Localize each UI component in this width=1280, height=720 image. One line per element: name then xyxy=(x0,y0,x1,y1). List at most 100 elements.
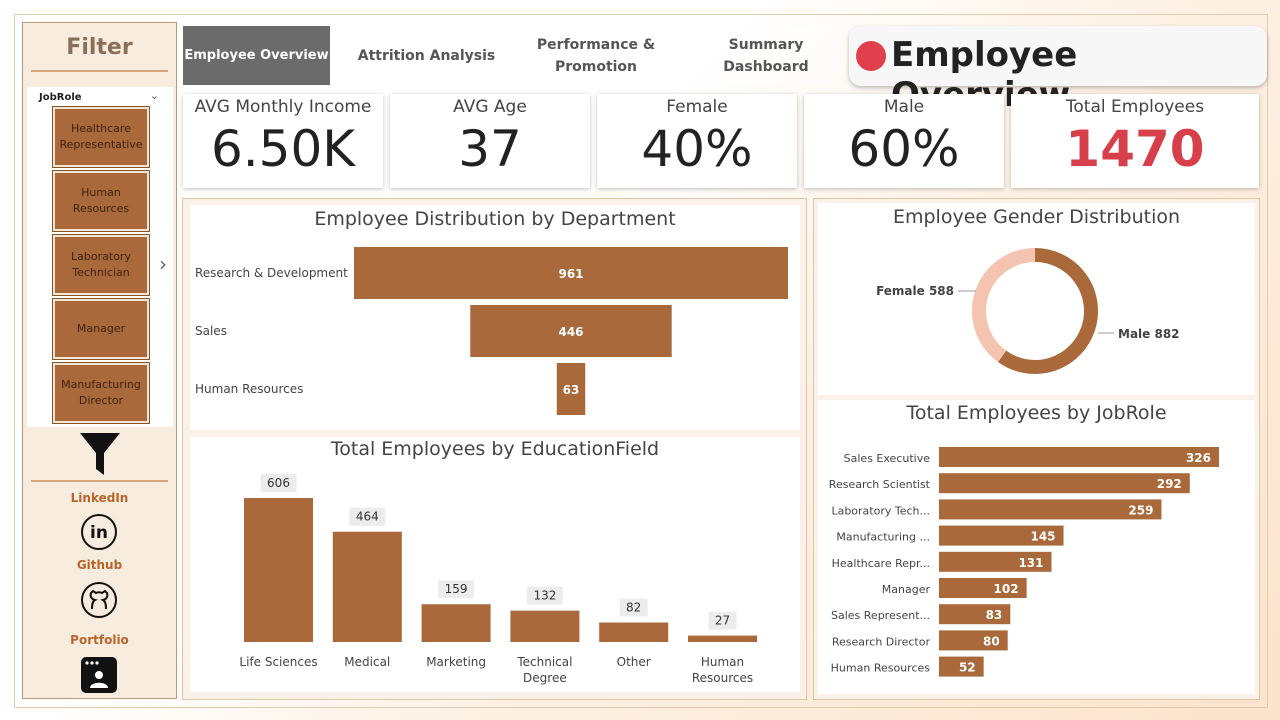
data-label: 27 xyxy=(715,614,730,628)
data-label: 132 xyxy=(533,589,556,603)
chart-title: Employee Gender Distribution xyxy=(892,206,1181,228)
linkedin-link[interactable]: LinkedIn xyxy=(70,491,129,505)
github-link[interactable]: Github xyxy=(76,558,123,572)
kpi-card-avg-monthly-income: AVG Monthly Income 6.50K xyxy=(183,94,383,188)
category-label: Human Resources xyxy=(195,382,303,396)
chart-title: Employee Distribution by Department xyxy=(314,208,676,230)
horizontal-bar[interactable] xyxy=(939,630,1008,651)
kpi-value: 40% xyxy=(641,120,753,178)
kpi-label: Total Employees xyxy=(1065,97,1205,117)
data-label: 259 xyxy=(1128,503,1153,517)
category-label: Research Director xyxy=(832,635,931,648)
column-bar[interactable] xyxy=(510,610,580,642)
chevron-right-icon[interactable]: › xyxy=(159,252,167,276)
data-label: 52 xyxy=(959,661,976,675)
category-label: Laboratory Tech... xyxy=(831,504,930,517)
slicer-item-healthcare-representative[interactable]: Healthcare Representative xyxy=(52,106,150,168)
data-label: 606 xyxy=(267,476,290,490)
column-bar[interactable] xyxy=(421,604,491,642)
svg-text:in: in xyxy=(90,523,108,543)
dashboard-frame xyxy=(14,14,1268,708)
kpi-label: AVG Age xyxy=(453,97,527,117)
horizontal-bar[interactable] xyxy=(939,525,1064,546)
category-label: Sales Represent... xyxy=(831,609,930,622)
column-bar[interactable] xyxy=(599,622,669,642)
kpi-value: 60% xyxy=(848,120,960,178)
slicer-item-manager[interactable]: Manager xyxy=(52,298,150,360)
column-bar[interactable] xyxy=(244,498,313,642)
horizontal-bar[interactable] xyxy=(939,656,984,677)
data-label: 80 xyxy=(983,634,1000,648)
kpi-card-female: Female 40% xyxy=(597,94,797,188)
chart-title: Total Employees by EducationField xyxy=(330,438,660,460)
data-label-bg xyxy=(526,586,563,605)
data-label: 145 xyxy=(1030,530,1055,544)
page-title-badge: Employee Overview xyxy=(849,26,1267,115)
category-label: Research & Development xyxy=(195,266,348,280)
data-label: 326 xyxy=(1186,451,1211,465)
portfolio-link[interactable]: Portfolio xyxy=(70,633,129,647)
education-chart: 606 Life Sciences 464 Medical 159 Marketing 13… xyxy=(239,474,757,685)
category-label: Research Scientist xyxy=(829,478,931,491)
sidebar-divider xyxy=(31,480,168,482)
horizontal-bar[interactable] xyxy=(939,499,1162,520)
data-label-bg xyxy=(260,474,297,492)
jobrole-chart-card: Total Employees by JobRole Sales Executi… xyxy=(818,400,1255,694)
chevron-down-icon[interactable]: ⌄ xyxy=(149,89,159,102)
education-chart-card: Total Employees by EducationField 606 Lif… xyxy=(190,437,800,692)
slicer-item-manufacturing-director[interactable]: Manufacturing Director xyxy=(52,362,150,424)
data-label: 102 xyxy=(994,582,1019,596)
github-icon[interactable] xyxy=(80,581,118,619)
tab-summary-dashboard[interactable]: Summary Dashboard xyxy=(692,26,840,85)
horizontal-bar[interactable] xyxy=(939,578,1027,598)
department-chart: Research & Development 961 Sales 446 Human R… xyxy=(195,247,788,415)
donut-slice-male[interactable] xyxy=(997,248,1098,374)
horizontal-bar[interactable] xyxy=(939,551,1052,572)
column-bar[interactable] xyxy=(688,635,757,642)
gender-chart-card: Employee Gender Distribution Female 588 M… xyxy=(818,203,1255,395)
funnel-bar[interactable] xyxy=(354,247,788,299)
slice-label: Male 882 xyxy=(1118,327,1180,341)
kpi-label: AVG Monthly Income xyxy=(194,97,372,117)
kpi-label: Female xyxy=(666,97,728,117)
horizontal-bar[interactable] xyxy=(939,604,1011,625)
category-label: Human Resources xyxy=(692,655,753,685)
data-label-bg xyxy=(708,611,737,630)
data-label-bg xyxy=(438,580,475,599)
kpi-card-avg-age: AVG Age 37 xyxy=(390,94,590,188)
column-bar[interactable] xyxy=(332,531,402,642)
data-label: 82 xyxy=(626,601,641,615)
horizontal-bar[interactable] xyxy=(939,447,1219,467)
category-label: Marketing xyxy=(426,655,486,669)
kpi-value: 6.50K xyxy=(210,120,356,178)
tab-performance-promotion[interactable]: Performance & Promotion xyxy=(522,26,670,85)
filter-funnel-icon[interactable] xyxy=(80,433,120,475)
funnel-bar[interactable] xyxy=(556,363,586,415)
data-label-bg xyxy=(349,507,386,526)
tab-employee-overview[interactable]: Employee Overview xyxy=(183,26,330,85)
donut-slice-female[interactable] xyxy=(972,248,1036,362)
portfolio-icon[interactable] xyxy=(80,656,118,694)
tab-attrition-analysis[interactable]: Attrition Analysis xyxy=(345,26,508,85)
slicer-item-human-resources[interactable]: Human Resources xyxy=(52,170,150,232)
data-label: 961 xyxy=(558,267,583,281)
chart-title: Total Employees by JobRole xyxy=(906,402,1167,424)
data-label: 292 xyxy=(1157,477,1182,491)
category-label: Sales xyxy=(195,324,227,338)
category-label: Healthcare Repr... xyxy=(832,557,930,570)
linkedin-icon[interactable]: in xyxy=(80,513,118,551)
category-label: Technical Degree xyxy=(516,655,572,685)
data-label: 131 xyxy=(1018,556,1043,570)
filter-sidebar: Filter JobRole ⌄ Healthcare Representati… xyxy=(22,22,177,699)
funnel-bar[interactable] xyxy=(470,305,672,357)
status-dot xyxy=(856,41,886,71)
slicer-item-laboratory-technician[interactable]: Laboratory Technician xyxy=(52,234,150,296)
jobrole-chart: Sales Executive 326 Research Scientist 292 L… xyxy=(829,447,1219,677)
horizontal-bar[interactable] xyxy=(939,473,1190,494)
jobrole-slicer[interactable]: JobRole ⌄ Healthcare Representative Huma… xyxy=(27,87,173,427)
category-label: Sales Executive xyxy=(844,452,931,465)
data-label: 83 xyxy=(986,608,1003,622)
filter-divider xyxy=(31,70,168,72)
category-label: Life Sciences xyxy=(239,655,317,669)
kpi-value: 1470 xyxy=(1065,120,1205,178)
